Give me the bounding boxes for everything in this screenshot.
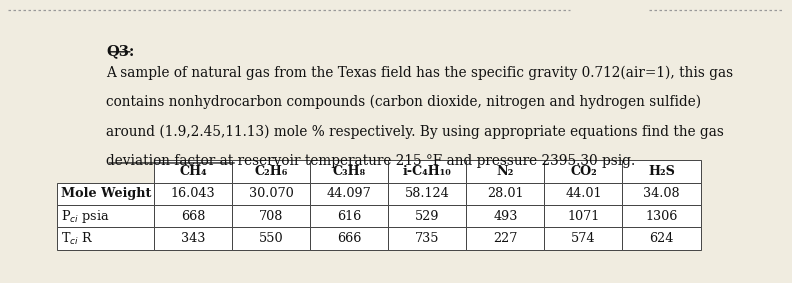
Text: Q3:: Q3: (106, 44, 135, 58)
Text: deviation factor at reservoir temperature 215 °F and pressure 2395.30 psig.: deviation factor at reservoir temperatur… (106, 154, 636, 168)
Text: A sample of natural gas from the Texas field has the specific gravity 0.712(air=: A sample of natural gas from the Texas f… (106, 66, 733, 80)
Text: around (1.9,2.45,11.13) mole % respectively. By using appropriate equations find: around (1.9,2.45,11.13) mole % respectiv… (106, 125, 724, 139)
Text: contains nonhydrocarbon compounds (carbon dioxide, nitrogen and hydrogen sulfide: contains nonhydrocarbon compounds (carbo… (106, 95, 702, 109)
